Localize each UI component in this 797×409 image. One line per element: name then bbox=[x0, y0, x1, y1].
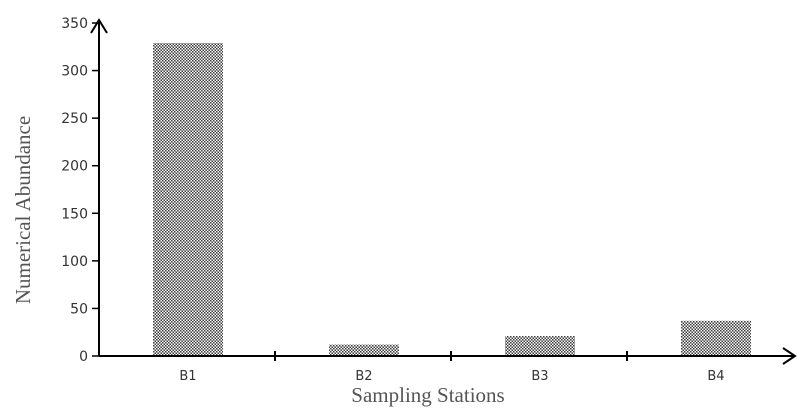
y-ticks-layer: 0 50 100 150 200 250 300 350 bbox=[61, 16, 99, 365]
x-ticks-layer bbox=[274, 351, 628, 361]
y-axis-arrowhead bbox=[90, 18, 108, 34]
y-tick-label: 0 bbox=[79, 349, 88, 365]
x-category-label: B4 bbox=[707, 369, 724, 384]
y-tick-label: 100 bbox=[61, 254, 88, 270]
y-tick-label: 300 bbox=[61, 64, 88, 80]
x-category-label: B2 bbox=[355, 369, 372, 384]
y-tick-label: 350 bbox=[61, 16, 88, 32]
bar-b3 bbox=[505, 336, 575, 356]
y-tick-label: 150 bbox=[61, 206, 88, 222]
y-tick-label: 50 bbox=[70, 301, 88, 317]
bars-layer bbox=[153, 42, 751, 356]
y-tick-label: 200 bbox=[61, 159, 88, 175]
bar-b2 bbox=[329, 344, 399, 356]
bar-b4 bbox=[681, 320, 751, 356]
y-axis-title: Numerical Abundance bbox=[11, 116, 35, 304]
x-axis-title: Sampling Stations bbox=[351, 383, 504, 407]
x-labels-layer: B1 B2 B3 B4 bbox=[179, 369, 724, 384]
y-tick-label: 250 bbox=[61, 111, 88, 127]
x-axis-arrowhead bbox=[782, 347, 797, 365]
x-category-label: B3 bbox=[531, 369, 548, 384]
bar-b1 bbox=[153, 42, 223, 356]
x-category-label: B1 bbox=[179, 369, 196, 384]
